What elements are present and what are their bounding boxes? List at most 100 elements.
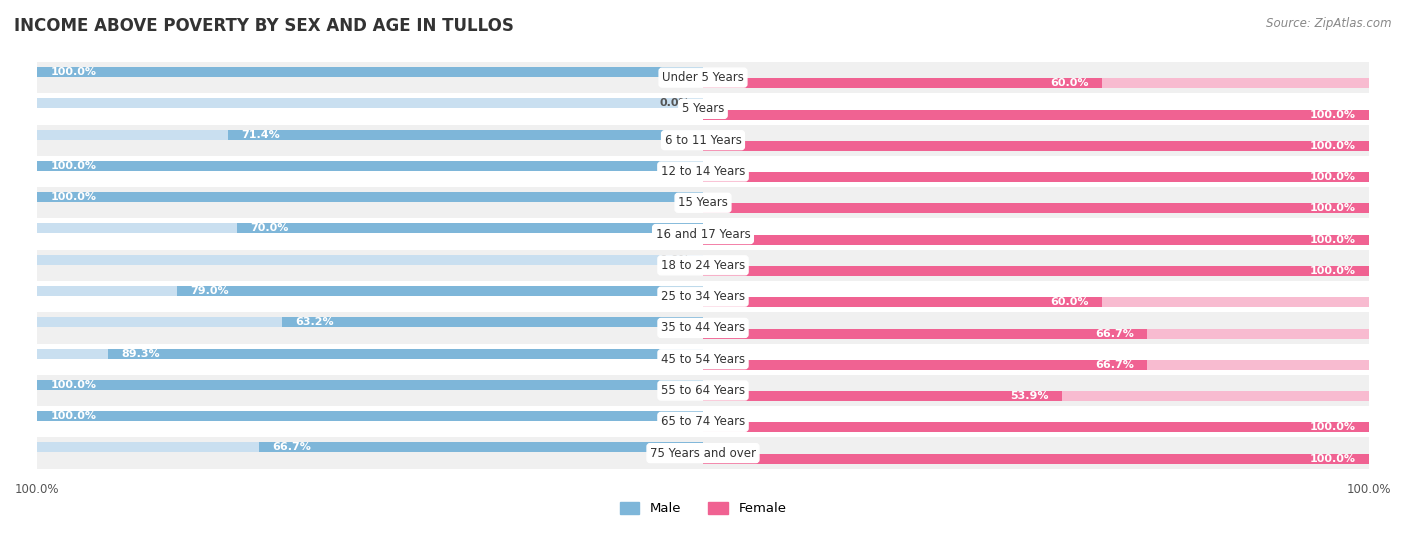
Bar — [703, 141, 1369, 151]
Text: 100.0%: 100.0% — [1309, 266, 1355, 276]
Text: 55 to 64 Years: 55 to 64 Years — [661, 384, 745, 397]
Text: 60.0%: 60.0% — [1050, 297, 1090, 307]
Bar — [703, 454, 1369, 464]
Text: 16 and 17 Years: 16 and 17 Years — [655, 228, 751, 240]
Bar — [703, 172, 1369, 182]
Text: 100.0%: 100.0% — [1309, 110, 1355, 120]
Bar — [703, 266, 1369, 276]
Bar — [37, 380, 703, 390]
Bar — [37, 349, 703, 359]
Bar — [703, 235, 1369, 245]
Text: 45 to 54 Years: 45 to 54 Years — [661, 353, 745, 366]
Bar — [703, 203, 1369, 214]
Text: 70.0%: 70.0% — [250, 224, 288, 234]
Bar — [703, 329, 1147, 339]
Text: 65 to 74 Years: 65 to 74 Years — [661, 415, 745, 428]
Legend: Male, Female: Male, Female — [614, 497, 792, 520]
Text: 18 to 24 Years: 18 to 24 Years — [661, 259, 745, 272]
Bar — [37, 411, 703, 421]
Text: 79.0%: 79.0% — [190, 286, 229, 296]
Bar — [238, 224, 703, 234]
Bar — [37, 67, 703, 77]
Bar — [37, 443, 703, 452]
Bar — [703, 297, 1102, 307]
Bar — [37, 156, 1369, 187]
Bar — [37, 161, 703, 171]
Bar — [259, 443, 703, 452]
Bar — [703, 297, 1369, 307]
Bar — [37, 93, 1369, 125]
Text: 100.0%: 100.0% — [15, 483, 59, 496]
Bar — [703, 360, 1147, 370]
Bar — [37, 187, 1369, 219]
Text: 53.9%: 53.9% — [1010, 391, 1049, 401]
Text: Under 5 Years: Under 5 Years — [662, 71, 744, 84]
Text: 12 to 14 Years: 12 to 14 Years — [661, 165, 745, 178]
Bar — [37, 67, 703, 77]
Bar — [703, 172, 1369, 182]
Bar — [37, 192, 703, 202]
Bar — [703, 423, 1369, 433]
Bar — [37, 438, 1369, 469]
Text: INCOME ABOVE POVERTY BY SEX AND AGE IN TULLOS: INCOME ABOVE POVERTY BY SEX AND AGE IN T… — [14, 17, 515, 35]
Bar — [37, 281, 1369, 312]
Text: 66.7%: 66.7% — [1095, 329, 1133, 339]
Bar — [703, 110, 1369, 120]
Bar — [37, 411, 703, 421]
Bar — [703, 454, 1369, 464]
Bar — [703, 78, 1102, 88]
Text: 89.3%: 89.3% — [122, 349, 160, 359]
Bar — [37, 406, 1369, 438]
Text: 66.7%: 66.7% — [273, 443, 311, 452]
Bar — [37, 130, 703, 140]
Text: 100.0%: 100.0% — [51, 67, 97, 77]
Bar — [177, 286, 703, 296]
Text: 25 to 34 Years: 25 to 34 Years — [661, 290, 745, 303]
Bar — [703, 329, 1369, 339]
Bar — [37, 250, 1369, 281]
Text: 63.2%: 63.2% — [295, 318, 335, 328]
Bar — [37, 318, 703, 328]
Bar — [37, 192, 703, 202]
Bar — [703, 266, 1369, 276]
Bar — [703, 203, 1369, 214]
Bar — [37, 286, 703, 296]
Bar — [703, 141, 1369, 151]
Bar — [37, 255, 703, 265]
Bar — [703, 78, 1369, 88]
Text: 100.0%: 100.0% — [1309, 235, 1355, 245]
Text: 71.4%: 71.4% — [240, 130, 280, 140]
Text: Source: ZipAtlas.com: Source: ZipAtlas.com — [1267, 17, 1392, 30]
Text: 75 Years and over: 75 Years and over — [650, 447, 756, 459]
Text: 66.7%: 66.7% — [1095, 360, 1133, 370]
Bar — [108, 349, 703, 359]
Text: 100.0%: 100.0% — [51, 161, 97, 171]
Text: 100.0%: 100.0% — [1309, 454, 1355, 464]
Bar — [37, 380, 703, 390]
Text: 35 to 44 Years: 35 to 44 Years — [661, 321, 745, 334]
Bar — [703, 391, 1062, 401]
Bar — [703, 391, 1369, 401]
Text: 100.0%: 100.0% — [1309, 423, 1355, 433]
Text: 100.0%: 100.0% — [1347, 483, 1391, 496]
Bar — [37, 312, 1369, 344]
Bar — [37, 161, 703, 171]
Text: 100.0%: 100.0% — [1309, 141, 1355, 151]
Text: 100.0%: 100.0% — [51, 380, 97, 390]
Text: 0.0%: 0.0% — [659, 255, 690, 265]
Text: 100.0%: 100.0% — [51, 192, 97, 202]
Bar — [703, 110, 1369, 120]
Bar — [37, 62, 1369, 93]
Bar — [703, 235, 1369, 245]
Bar — [37, 344, 1369, 375]
Text: 100.0%: 100.0% — [1309, 203, 1355, 214]
Text: 6 to 11 Years: 6 to 11 Years — [665, 134, 741, 146]
Bar — [37, 98, 703, 108]
Bar — [37, 224, 703, 234]
Bar — [703, 423, 1369, 433]
Bar — [703, 360, 1369, 370]
Bar — [228, 130, 703, 140]
Text: 60.0%: 60.0% — [1050, 78, 1090, 88]
Text: 0.0%: 0.0% — [659, 98, 690, 108]
Bar — [37, 125, 1369, 156]
